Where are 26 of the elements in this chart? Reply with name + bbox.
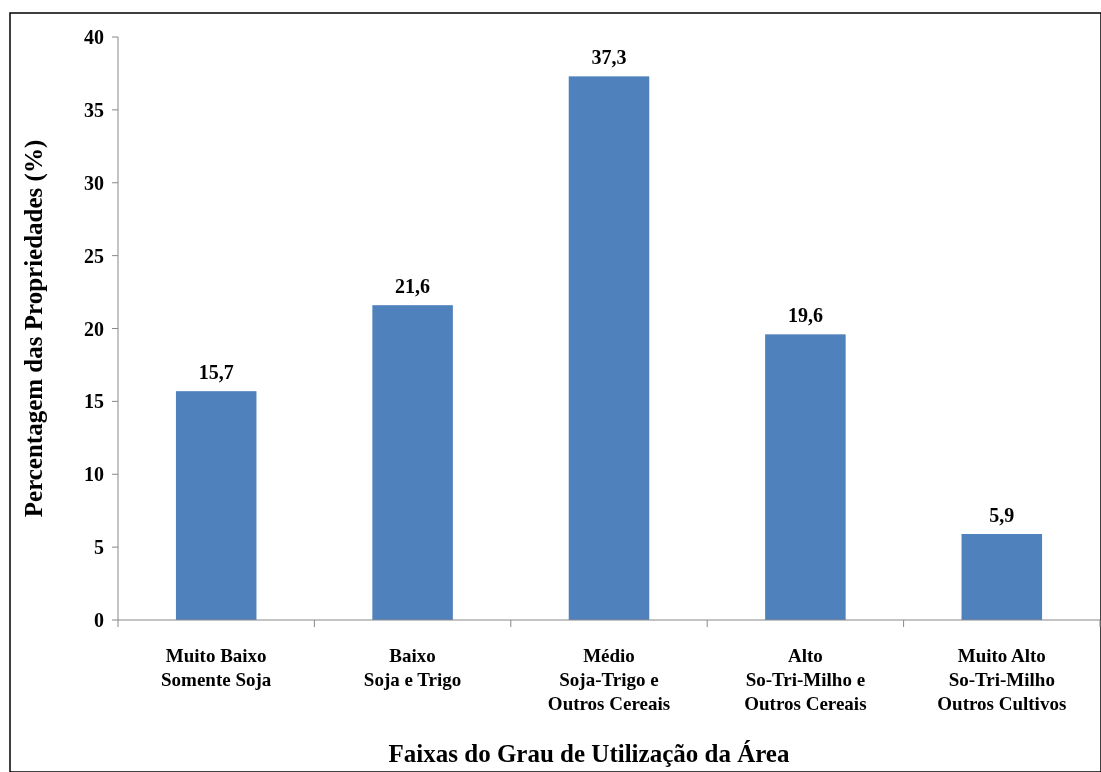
y-tick-label: 35 bbox=[84, 98, 104, 121]
x-tick-label: Médio Soja-Trigo e Outros Cereais bbox=[547, 645, 671, 714]
data-label: 19,6 bbox=[787, 304, 823, 327]
x-tick-label: Alto So-Tri-Milho e Outros Cereais bbox=[744, 645, 867, 714]
x-tick-label: Baixo Soja e Trigo bbox=[363, 645, 462, 690]
data-label: 21,6 bbox=[395, 275, 431, 298]
bar bbox=[568, 76, 650, 620]
y-tick-label: 30 bbox=[84, 171, 104, 194]
bar bbox=[961, 534, 1043, 620]
bar bbox=[175, 391, 257, 620]
x-tick-label: Muito Baixo Somente Soja bbox=[161, 645, 272, 690]
data-label: 15,7 bbox=[198, 361, 234, 384]
data-label: 5,9 bbox=[989, 504, 1015, 527]
y-tick-label: 0 bbox=[94, 609, 104, 631]
x-axis-title: Faixas do Grau de Utilização da Área bbox=[388, 740, 790, 767]
bar bbox=[372, 305, 453, 620]
data-label: 37,3 bbox=[591, 46, 627, 69]
y-tick-label: 40 bbox=[84, 26, 104, 48]
x-tick-label: Muito Alto So-Tri-Milho Outros Cultivos bbox=[937, 645, 1067, 714]
y-tick-label: 5 bbox=[94, 536, 104, 559]
y-axis-title: Percentagem das Propriedades (%) bbox=[20, 139, 48, 518]
y-tick-label: 15 bbox=[84, 390, 104, 413]
y-tick-label: 20 bbox=[84, 317, 104, 340]
y-tick-label: 25 bbox=[84, 244, 104, 267]
y-tick-label: 10 bbox=[84, 463, 104, 486]
bar bbox=[765, 334, 846, 620]
